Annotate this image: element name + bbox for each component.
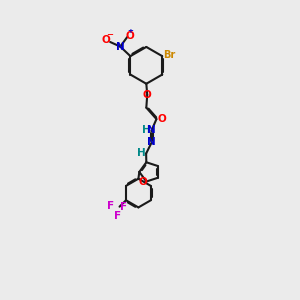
Text: O: O (139, 177, 147, 188)
Text: O: O (125, 31, 134, 40)
Text: N: N (116, 42, 124, 52)
Text: O: O (157, 114, 166, 124)
Text: −: − (106, 31, 113, 40)
Text: N: N (147, 137, 156, 148)
Text: O: O (102, 35, 110, 45)
Text: N: N (147, 125, 156, 135)
Text: Br: Br (163, 50, 176, 60)
Text: +: + (127, 28, 133, 34)
Text: H: H (136, 148, 146, 158)
Text: O: O (143, 90, 152, 100)
Text: H: H (142, 125, 151, 135)
Text: F: F (114, 212, 121, 221)
Text: F: F (120, 202, 127, 212)
Text: F: F (107, 201, 114, 211)
